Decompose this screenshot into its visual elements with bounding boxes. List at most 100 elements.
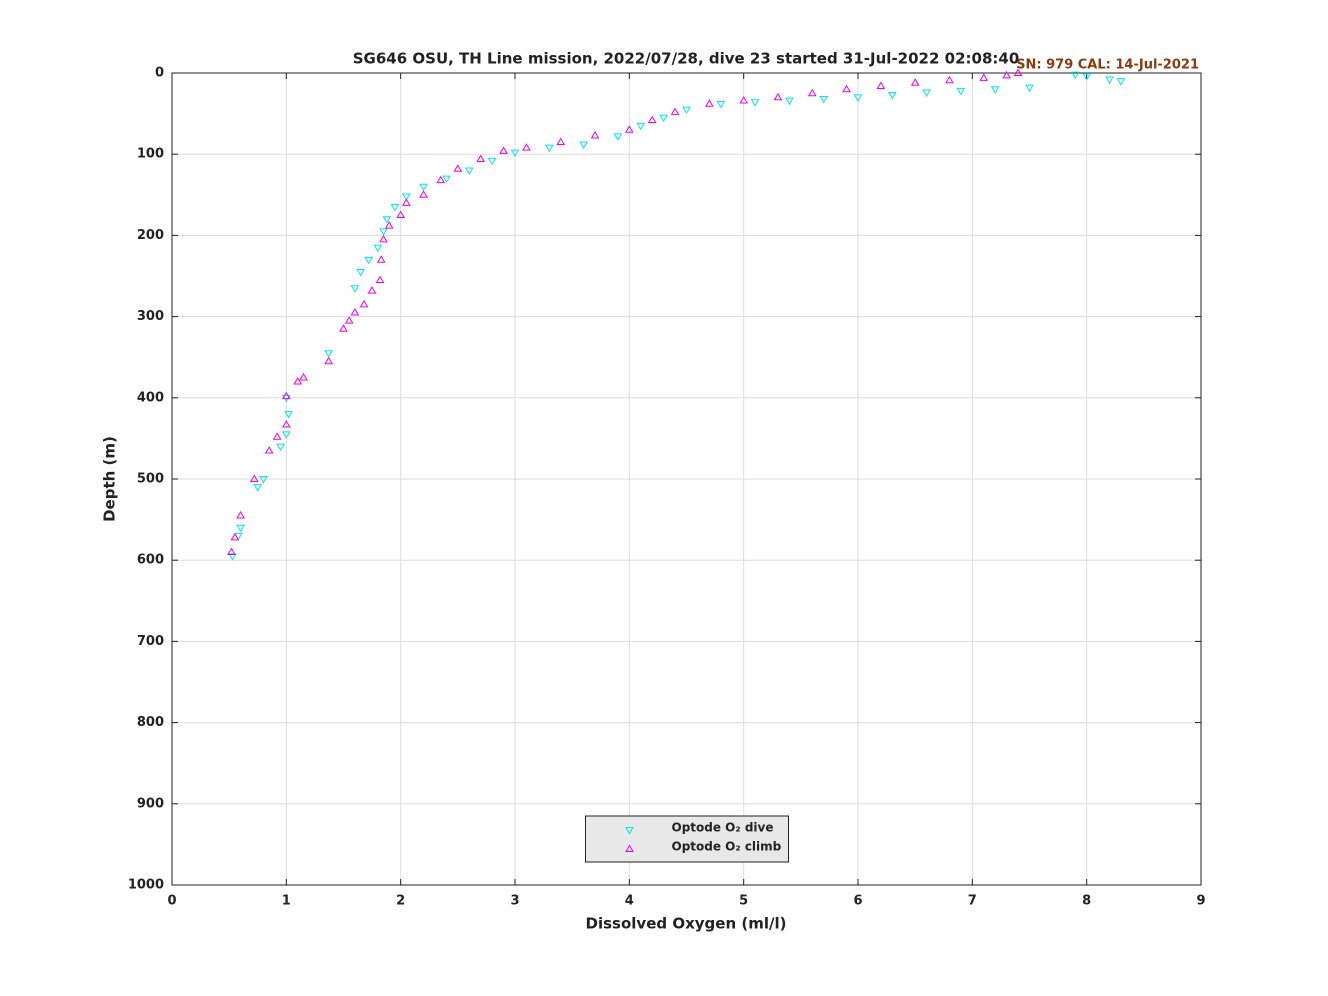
data-point xyxy=(979,73,989,81)
data-point xyxy=(499,146,508,154)
data-point xyxy=(636,122,646,131)
data-point xyxy=(402,198,411,206)
data-point xyxy=(670,107,680,115)
legend-box xyxy=(585,815,789,863)
data-point xyxy=(464,167,474,175)
data-point xyxy=(276,443,285,452)
data-point xyxy=(396,210,406,219)
data-point xyxy=(1070,71,1080,80)
legend-marker xyxy=(625,844,634,852)
annotation: SN: 979 CAL: 14-Jul-2021 xyxy=(1016,58,1199,73)
x-tick-label: 8 xyxy=(1082,894,1091,909)
data-point xyxy=(853,94,863,102)
data-point xyxy=(579,141,588,149)
data-point xyxy=(1105,76,1114,84)
data-point xyxy=(750,99,760,107)
y-tick-label: 400 xyxy=(137,390,164,405)
data-point xyxy=(390,204,400,212)
x-tick-label: 0 xyxy=(167,894,176,909)
y-tick-label: 500 xyxy=(137,472,164,487)
y-tick-label: 1000 xyxy=(128,878,164,893)
data-point xyxy=(281,420,291,428)
data-point xyxy=(339,324,348,332)
data-point xyxy=(716,100,726,109)
data-point xyxy=(739,96,749,104)
data-point xyxy=(364,256,374,265)
plot-frame xyxy=(171,72,1202,886)
data-point xyxy=(376,255,386,263)
data-point xyxy=(324,356,334,365)
data-point xyxy=(910,78,920,86)
x-axis-label: Dissolved Oxygen (ml/l) xyxy=(586,915,787,933)
data-point xyxy=(359,299,369,308)
data-point xyxy=(590,131,600,139)
x-tick-label: 7 xyxy=(968,894,977,909)
data-point xyxy=(227,547,236,556)
data-point xyxy=(945,75,954,84)
y-tick-label: 100 xyxy=(137,147,164,162)
data-point xyxy=(807,88,817,97)
data-point xyxy=(476,154,486,163)
x-tick-label: 4 xyxy=(625,894,634,909)
data-point xyxy=(659,114,669,123)
data-point xyxy=(682,106,691,115)
legend-marker xyxy=(625,827,634,835)
data-point xyxy=(230,532,240,541)
data-point xyxy=(228,553,237,561)
data-point xyxy=(236,511,245,519)
y-tick-label: 300 xyxy=(137,309,164,324)
data-point xyxy=(264,446,274,454)
data-point xyxy=(990,86,1000,94)
data-point xyxy=(510,149,520,158)
y-tick-label: 900 xyxy=(137,796,164,811)
data-point xyxy=(436,175,446,184)
data-point xyxy=(887,91,897,100)
data-point xyxy=(281,431,291,439)
data-point xyxy=(647,115,657,124)
data-point xyxy=(442,175,451,184)
x-tick-label: 6 xyxy=(853,894,862,909)
data-point xyxy=(1082,73,1092,81)
chart-title: SG646 OSU, TH Line mission, 2022/07/28, … xyxy=(353,50,1020,68)
legend: Optode O₂ dive Optode O₂ climb xyxy=(585,815,789,863)
legend-label: Optode O₂ dive xyxy=(672,821,774,835)
data-point xyxy=(249,474,259,482)
data-point xyxy=(453,164,463,172)
data-point xyxy=(956,87,966,96)
data-point xyxy=(1002,70,1012,79)
data-point xyxy=(299,373,308,381)
data-point xyxy=(1116,78,1126,86)
data-point xyxy=(382,216,392,224)
data-point xyxy=(259,476,268,484)
data-point xyxy=(842,84,851,93)
data-point xyxy=(704,99,714,107)
x-tick-label: 1 xyxy=(282,894,291,909)
y-tick-label: 0 xyxy=(155,66,164,81)
data-point xyxy=(556,137,566,145)
y-tick-label: 600 xyxy=(137,553,164,568)
data-point xyxy=(1013,68,1023,76)
data-point xyxy=(350,285,360,293)
x-tick-label: 3 xyxy=(510,894,519,909)
data-point xyxy=(293,377,303,385)
x-tick-label: 9 xyxy=(1196,894,1205,909)
data-point xyxy=(819,96,829,104)
data-point xyxy=(613,133,623,141)
data-point xyxy=(367,286,377,294)
data-point xyxy=(922,89,931,97)
data-point xyxy=(419,190,428,198)
data-point xyxy=(402,193,411,201)
data-point xyxy=(384,221,394,229)
data-point xyxy=(419,183,428,192)
data-point xyxy=(344,316,354,324)
data-point xyxy=(379,234,388,243)
y-axis-label: Depth (m) xyxy=(101,436,119,522)
x-tick-label: 2 xyxy=(396,894,405,909)
data-point xyxy=(487,157,497,166)
legend-label: Optode O₂ climb xyxy=(672,840,782,854)
data-point xyxy=(373,244,383,253)
data-point xyxy=(284,411,293,419)
data-point xyxy=(876,81,886,89)
data-point xyxy=(253,484,263,492)
